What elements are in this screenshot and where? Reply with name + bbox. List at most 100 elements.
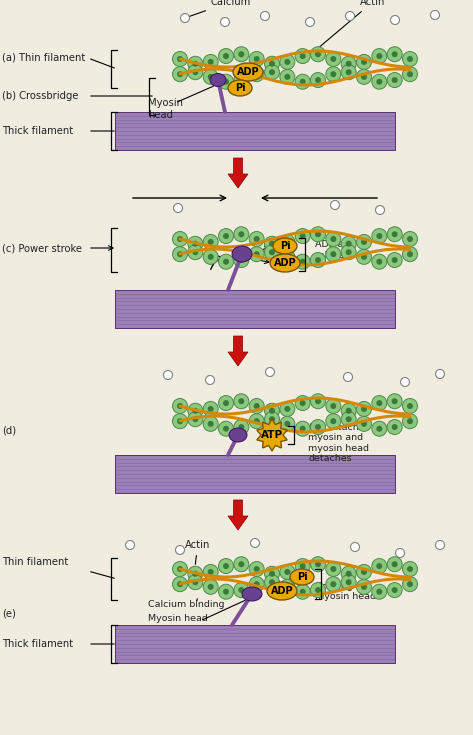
- Text: Pi: Pi: [297, 572, 307, 582]
- Circle shape: [219, 229, 234, 243]
- Circle shape: [357, 564, 371, 579]
- Circle shape: [249, 247, 264, 262]
- Circle shape: [341, 236, 356, 251]
- Polygon shape: [257, 419, 287, 451]
- Circle shape: [391, 15, 400, 24]
- Circle shape: [188, 566, 203, 581]
- Circle shape: [284, 74, 290, 80]
- Circle shape: [357, 234, 371, 249]
- Circle shape: [377, 400, 382, 406]
- Circle shape: [254, 418, 260, 424]
- Circle shape: [392, 424, 398, 430]
- Circle shape: [173, 51, 187, 66]
- Circle shape: [361, 421, 367, 427]
- Text: Pi: Pi: [235, 83, 245, 93]
- Circle shape: [193, 69, 198, 75]
- Text: Actin: Actin: [312, 0, 385, 53]
- Circle shape: [208, 239, 214, 245]
- Text: Calcium: Calcium: [188, 0, 250, 17]
- Circle shape: [310, 420, 325, 434]
- Circle shape: [341, 412, 356, 427]
- Circle shape: [254, 581, 260, 587]
- Circle shape: [300, 426, 306, 431]
- Ellipse shape: [242, 587, 262, 601]
- Circle shape: [193, 241, 198, 247]
- Text: Thick filament: Thick filament: [2, 126, 73, 136]
- Circle shape: [188, 412, 203, 427]
- Circle shape: [234, 394, 249, 409]
- Circle shape: [326, 67, 341, 82]
- Circle shape: [430, 10, 439, 20]
- Text: (c) Power stroke: (c) Power stroke: [2, 243, 82, 253]
- Circle shape: [300, 79, 306, 85]
- Circle shape: [173, 577, 187, 592]
- Circle shape: [269, 249, 275, 255]
- Circle shape: [280, 69, 295, 85]
- Circle shape: [251, 539, 260, 548]
- Circle shape: [269, 579, 275, 585]
- Circle shape: [188, 236, 203, 251]
- Circle shape: [203, 579, 218, 595]
- Circle shape: [346, 571, 351, 577]
- Circle shape: [238, 257, 245, 263]
- Text: ATP: ATP: [261, 430, 283, 440]
- Circle shape: [372, 421, 387, 436]
- Circle shape: [387, 420, 402, 434]
- Circle shape: [377, 79, 382, 85]
- Circle shape: [238, 51, 245, 57]
- Circle shape: [372, 395, 387, 411]
- Circle shape: [223, 79, 229, 85]
- Circle shape: [284, 59, 290, 65]
- Text: Actin: Actin: [185, 540, 210, 564]
- Circle shape: [234, 73, 249, 87]
- Circle shape: [346, 579, 351, 585]
- Circle shape: [300, 400, 306, 406]
- Circle shape: [346, 241, 351, 247]
- Circle shape: [219, 559, 234, 573]
- Circle shape: [341, 566, 356, 581]
- Circle shape: [203, 564, 218, 579]
- Text: Pi: Pi: [280, 241, 290, 251]
- Bar: [115, 112, 395, 119]
- FancyArrow shape: [228, 158, 248, 188]
- Circle shape: [234, 420, 249, 434]
- Circle shape: [208, 406, 214, 412]
- Text: (d): (d): [2, 425, 16, 435]
- Circle shape: [377, 563, 382, 569]
- Bar: [115, 455, 395, 462]
- Circle shape: [330, 581, 336, 587]
- Circle shape: [315, 424, 321, 430]
- Circle shape: [280, 249, 295, 265]
- Text: ADP: ADP: [271, 586, 293, 596]
- Circle shape: [208, 254, 214, 260]
- Circle shape: [234, 583, 249, 598]
- Circle shape: [205, 376, 214, 384]
- Circle shape: [403, 398, 418, 414]
- Circle shape: [238, 587, 245, 593]
- Circle shape: [387, 556, 402, 572]
- Circle shape: [254, 403, 260, 409]
- Circle shape: [254, 236, 260, 242]
- Circle shape: [223, 53, 229, 59]
- Circle shape: [377, 233, 382, 239]
- Circle shape: [326, 577, 341, 592]
- Circle shape: [193, 579, 198, 585]
- Ellipse shape: [290, 569, 314, 585]
- Circle shape: [177, 581, 183, 587]
- Circle shape: [193, 408, 198, 414]
- Circle shape: [350, 542, 359, 551]
- Circle shape: [306, 18, 315, 26]
- Circle shape: [345, 12, 354, 21]
- Circle shape: [264, 412, 280, 427]
- Text: ADP: ADP: [274, 258, 296, 268]
- Circle shape: [254, 251, 260, 257]
- FancyArrow shape: [228, 336, 248, 366]
- Circle shape: [330, 403, 336, 409]
- Circle shape: [310, 394, 325, 409]
- Circle shape: [387, 73, 402, 87]
- Text: ATP attaches to
myosin and
myosin head
detaches: ATP attaches to myosin and myosin head d…: [308, 423, 382, 463]
- Circle shape: [330, 251, 336, 257]
- Circle shape: [315, 562, 321, 567]
- Circle shape: [377, 53, 382, 59]
- Circle shape: [203, 234, 218, 249]
